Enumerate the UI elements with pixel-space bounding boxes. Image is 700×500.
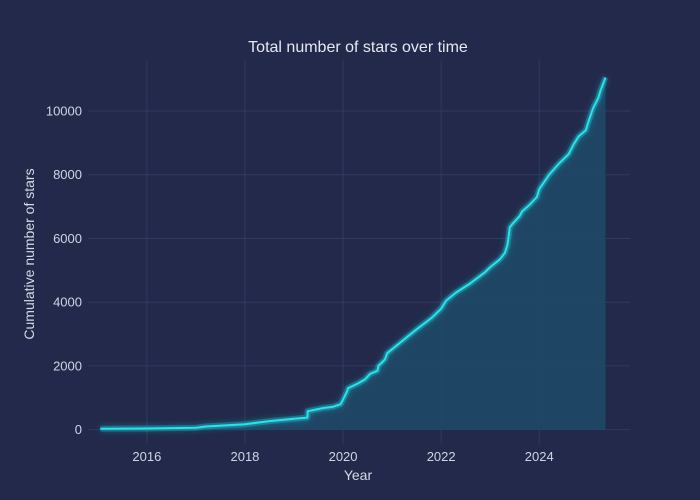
x-tick-label: 2016 <box>132 449 161 464</box>
y-tick-label: 6000 <box>53 231 82 246</box>
chart-title: Total number of stars over time <box>248 39 468 56</box>
x-tick-label: 2024 <box>525 449 554 464</box>
y-tick-label: 8000 <box>53 167 82 182</box>
series-line <box>100 77 607 430</box>
y-axis-title: Cumulative number of stars <box>21 168 37 339</box>
y-tick-label: 2000 <box>53 358 82 373</box>
y-tick-label: 10000 <box>46 103 82 118</box>
y-tick-label: 4000 <box>53 295 82 310</box>
axis-ticks: 2016 2018 2020 2022 2024 0 2000 4000 6000 8000 100… <box>46 103 554 464</box>
series-area <box>100 76 609 432</box>
y-tick-label: 0 <box>75 422 82 437</box>
x-tick-label: 2022 <box>427 449 456 464</box>
x-tick-label: 2018 <box>230 449 259 464</box>
area-fill <box>100 77 606 430</box>
x-axis-title: Year <box>344 467 373 483</box>
x-tick-label: 2020 <box>329 449 358 464</box>
